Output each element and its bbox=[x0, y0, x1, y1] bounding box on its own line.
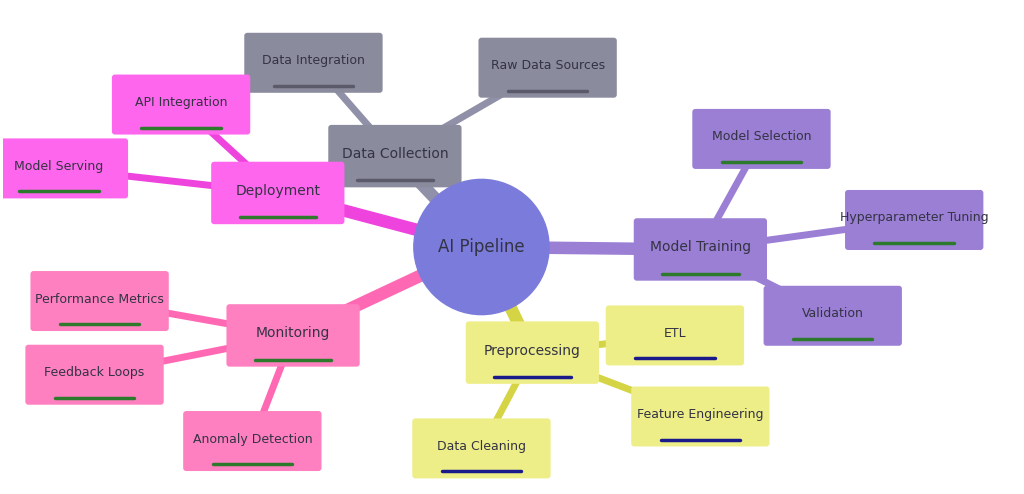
FancyBboxPatch shape bbox=[692, 109, 830, 169]
Text: Anomaly Detection: Anomaly Detection bbox=[193, 433, 312, 446]
FancyBboxPatch shape bbox=[31, 271, 169, 331]
FancyBboxPatch shape bbox=[226, 304, 359, 367]
FancyBboxPatch shape bbox=[606, 305, 744, 366]
Text: Model Training: Model Training bbox=[650, 241, 751, 254]
FancyBboxPatch shape bbox=[245, 33, 383, 93]
Text: Validation: Validation bbox=[802, 307, 863, 320]
FancyBboxPatch shape bbox=[329, 125, 462, 187]
FancyBboxPatch shape bbox=[183, 411, 322, 471]
Text: Model Selection: Model Selection bbox=[712, 130, 811, 143]
Text: Model Serving: Model Serving bbox=[14, 160, 103, 173]
Text: Data Cleaning: Data Cleaning bbox=[437, 440, 526, 453]
FancyBboxPatch shape bbox=[845, 190, 983, 250]
Text: Deployment: Deployment bbox=[236, 184, 321, 198]
Text: Performance Metrics: Performance Metrics bbox=[35, 292, 164, 306]
Text: Preprocessing: Preprocessing bbox=[484, 344, 581, 358]
FancyBboxPatch shape bbox=[26, 345, 164, 405]
Text: Feature Engineering: Feature Engineering bbox=[637, 408, 764, 421]
Text: Hyperparameter Tuning: Hyperparameter Tuning bbox=[840, 211, 988, 224]
FancyBboxPatch shape bbox=[112, 75, 250, 134]
Text: ETL: ETL bbox=[664, 327, 686, 340]
Circle shape bbox=[414, 179, 549, 315]
FancyBboxPatch shape bbox=[764, 286, 902, 346]
FancyBboxPatch shape bbox=[0, 138, 128, 199]
Text: API Integration: API Integration bbox=[135, 96, 227, 109]
FancyBboxPatch shape bbox=[413, 418, 551, 478]
Text: Data Collection: Data Collection bbox=[342, 147, 449, 161]
Text: Monitoring: Monitoring bbox=[256, 327, 331, 340]
FancyBboxPatch shape bbox=[634, 218, 767, 281]
Text: AI Pipeline: AI Pipeline bbox=[438, 238, 524, 256]
FancyBboxPatch shape bbox=[631, 386, 770, 447]
Text: Raw Data Sources: Raw Data Sources bbox=[490, 59, 605, 72]
FancyBboxPatch shape bbox=[466, 322, 599, 384]
Text: Data Integration: Data Integration bbox=[262, 54, 365, 67]
FancyBboxPatch shape bbox=[478, 38, 616, 98]
Text: Feedback Loops: Feedback Loops bbox=[44, 366, 144, 379]
FancyBboxPatch shape bbox=[211, 162, 344, 224]
